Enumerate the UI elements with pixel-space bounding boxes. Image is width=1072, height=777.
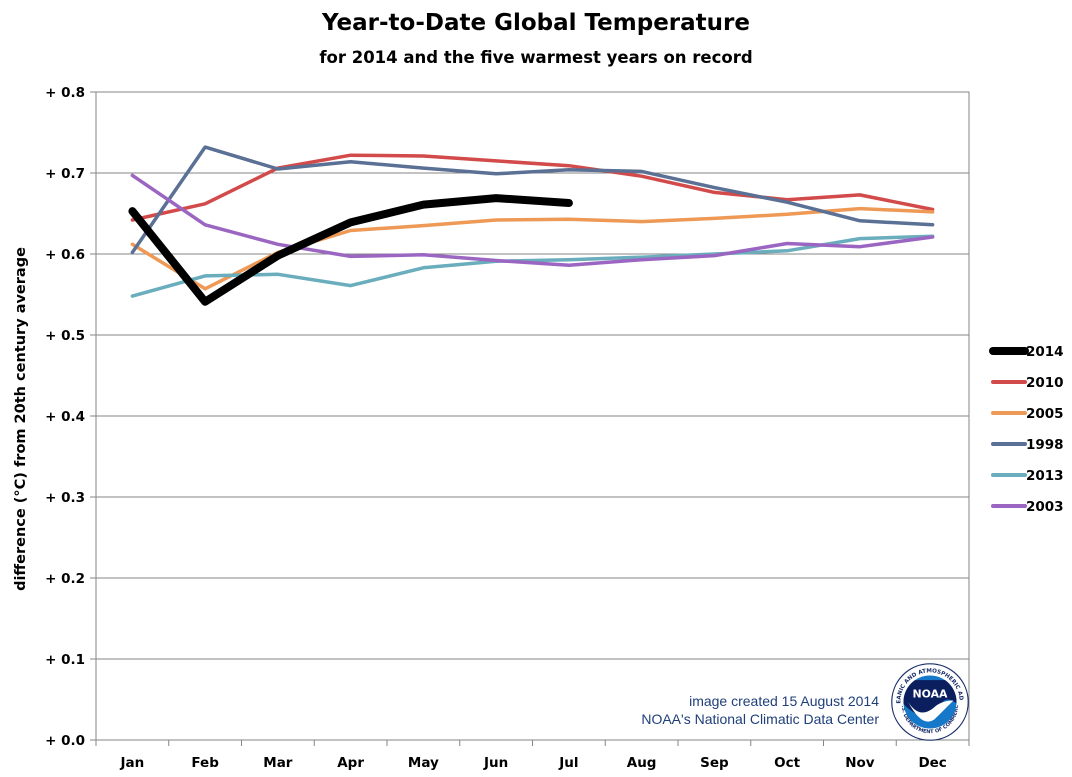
chart-title: Year-to-Date Global Temperature	[322, 10, 750, 36]
series-line-2010	[130, 153, 935, 222]
y-tick-label: + 0.3	[45, 490, 85, 506]
legend-label-2005: 2005	[1026, 406, 1064, 422]
x-tick-label: Aug	[627, 755, 657, 771]
x-tick-label: Oct	[774, 755, 800, 771]
x-tick-label: Sep	[700, 755, 729, 771]
x-tick-label: Apr	[337, 755, 364, 771]
credit-line-source: NOAA's National Climatic Data Center	[641, 711, 879, 727]
x-tick-label: Jun	[483, 755, 508, 771]
noaa-logo: NATIONAL OCEANIC AND ATMOSPHERIC ADMINIS…	[891, 663, 969, 741]
chart-subtitle: for 2014 and the five warmest years on r…	[319, 48, 753, 67]
y-tick-label: + 0.5	[45, 328, 85, 344]
y-tick-label: + 0.6	[45, 247, 85, 263]
y-tick-label: + 0.4	[45, 409, 85, 425]
y-tick-label: + 0.7	[45, 166, 85, 182]
noaa-logo-text: NOAA	[913, 687, 949, 700]
legend-label-1998: 1998	[1026, 437, 1064, 453]
y-tick-label: + 0.8	[45, 85, 85, 101]
x-tick-label: Nov	[845, 755, 875, 771]
series-line-2003	[130, 173, 935, 268]
series-line-1998	[130, 145, 935, 255]
gridlines	[95, 91, 970, 741]
legend-label-2010: 2010	[1026, 375, 1064, 391]
series-lines	[128, 145, 935, 306]
x-tick-label: Mar	[263, 755, 293, 771]
axis-ticks: + 0.0 + 0.1 + 0.2 + 0.3 + 0.4 + 0.5 + 0.6 + 0.7…	[45, 85, 970, 771]
series-line-2005	[130, 206, 935, 291]
x-tick-label: Jan	[120, 755, 145, 771]
series-line-2014	[128, 194, 573, 306]
x-tick-label: Dec	[918, 755, 946, 771]
legend: 2014 2010 2005 1998 2013 2003	[989, 344, 1064, 515]
x-tick-label: May	[408, 755, 439, 771]
credit-line-date: image created 15 August 2014	[689, 693, 879, 709]
series-line-2013	[130, 234, 935, 298]
legend-label-2013: 2013	[1026, 468, 1064, 484]
y-tick-label: + 0.2	[45, 571, 85, 587]
y-tick-label: + 0.0	[45, 733, 85, 749]
legend-label-2003: 2003	[1026, 499, 1064, 515]
x-tick-label: Feb	[191, 755, 219, 771]
x-tick-label: Jul	[558, 755, 578, 771]
y-tick-label: + 0.1	[45, 652, 85, 668]
legend-label-2014: 2014	[1026, 344, 1064, 360]
